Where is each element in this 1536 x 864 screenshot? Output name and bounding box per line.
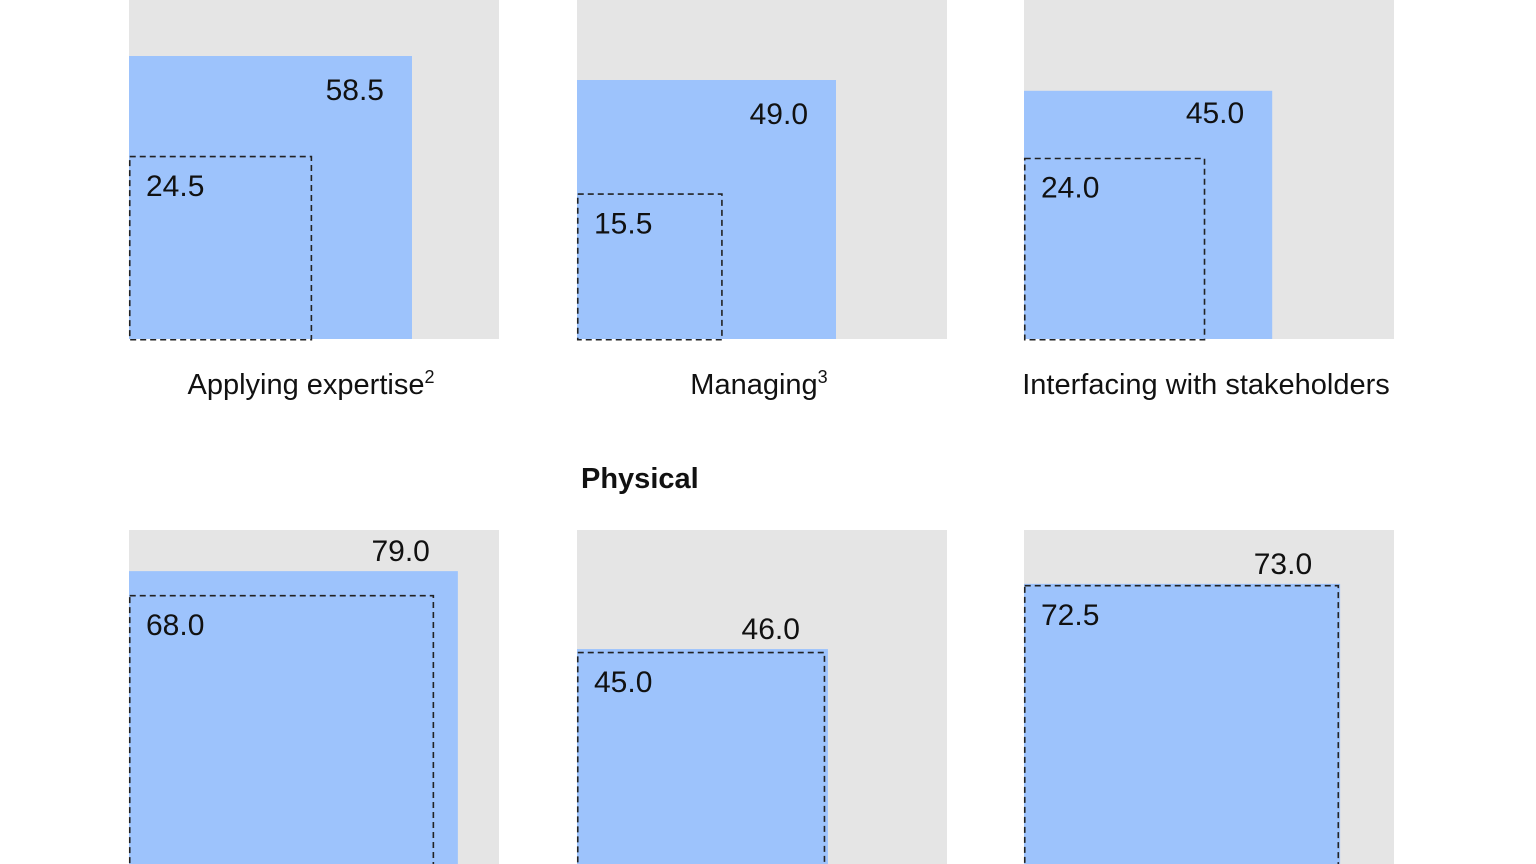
value-square [577, 649, 828, 864]
panel-0-1: 49.0 15.5 Managing3 [576, 0, 947, 401]
section-title: Physical [581, 463, 699, 495]
inner-value-label: 45.0 [594, 666, 652, 699]
category-label: Managing3 [690, 367, 827, 401]
category-text: Interfacing with stakeholders [1022, 369, 1390, 401]
inner-value-label: 15.5 [594, 207, 652, 240]
value-label: 46.0 [742, 613, 800, 646]
value-label: 79.0 [371, 535, 429, 568]
panel-0-2: 45.0 24.0 Interfacing with stakeholders [1022, 0, 1394, 401]
value-label: 49.0 [750, 98, 808, 131]
footnote-marker: 2 [424, 367, 434, 387]
value-square [129, 56, 412, 339]
value-label: 45.0 [1186, 97, 1244, 130]
panel-1-2: 73.0 72.5 [1023, 530, 1394, 864]
panel-1-1: 46.0 45.0 [576, 530, 947, 864]
comparison-square-outline [576, 651, 826, 864]
value-label: 58.5 [326, 74, 384, 107]
panel-1-0: 79.0 68.0 [128, 530, 499, 864]
inner-value-label: 72.5 [1041, 599, 1099, 632]
value-square [1024, 90, 1273, 340]
value-square [1024, 583, 1341, 864]
comparison-square-outline [576, 193, 723, 341]
panel-0-0: 58.5 24.5 Applying expertise2 [128, 0, 499, 401]
comparison-square-outline [128, 594, 435, 864]
comparison-square-outline [1023, 157, 1206, 341]
value-square [577, 80, 836, 339]
category-label: Interfacing with stakeholders [1022, 369, 1390, 401]
comparison-square-outline [1023, 584, 1340, 864]
inner-value-label: 24.5 [146, 170, 204, 203]
inner-value-label: 24.0 [1041, 172, 1099, 205]
category-text: Applying expertise [188, 369, 425, 401]
inner-value-label: 68.0 [146, 609, 204, 642]
value-label: 73.0 [1254, 548, 1312, 581]
value-square [129, 571, 458, 864]
category-label: Applying expertise2 [188, 367, 435, 401]
comparison-square-outline [128, 155, 313, 341]
category-text: Managing [690, 369, 817, 401]
footnote-marker: 3 [818, 367, 828, 387]
